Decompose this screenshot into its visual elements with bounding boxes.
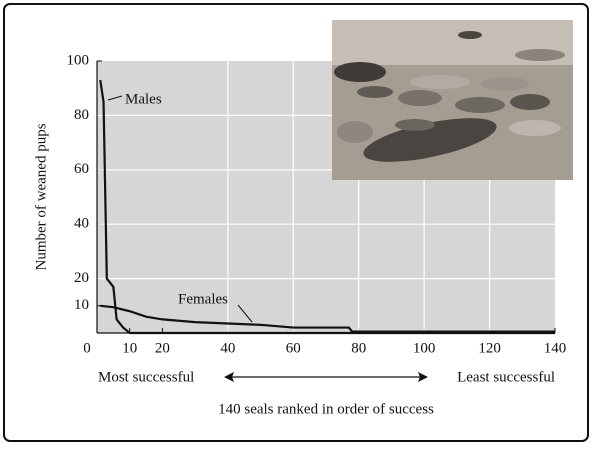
- seal: [410, 75, 470, 89]
- y-tick-label: 60: [74, 161, 89, 177]
- seal: [509, 120, 561, 136]
- figure: Number of weaned pups Most successful Le…: [0, 0, 592, 445]
- x-tick-label: 0: [83, 340, 91, 356]
- x-tick-label: 40: [220, 340, 235, 356]
- x-tick-label: 60: [286, 340, 301, 356]
- seal: [337, 121, 373, 143]
- y-tick-label: 10: [74, 297, 89, 313]
- seal: [357, 86, 393, 98]
- seal: [481, 77, 529, 91]
- seal: [398, 90, 442, 106]
- seal: [334, 62, 386, 82]
- direction-label: Least successful: [457, 369, 555, 385]
- x-tick-label: 100: [413, 340, 436, 356]
- x-tick-label: 10: [122, 340, 137, 356]
- y-tick-label: 80: [74, 107, 89, 123]
- photo: [332, 20, 573, 180]
- y-axis-label: Number of weaned pups: [33, 123, 49, 270]
- series-label: Females: [178, 291, 228, 307]
- x-tick-label: 80: [351, 340, 366, 356]
- x-axis-label: 140 seals ranked in order of success: [218, 401, 434, 417]
- y-tick-label: 40: [74, 216, 89, 232]
- y-tick-label: 20: [74, 270, 89, 286]
- x-tick-label: 120: [478, 340, 501, 356]
- series-label: Males: [125, 91, 162, 107]
- seal: [395, 119, 435, 131]
- x-tick-label: 20: [155, 340, 170, 356]
- direction-label: Most successful: [98, 369, 194, 385]
- seal: [510, 94, 550, 110]
- seal: [458, 31, 482, 39]
- x-tick-label: 140: [544, 340, 567, 356]
- y-tick-label: 100: [67, 52, 90, 68]
- seal: [515, 49, 565, 61]
- seal: [455, 97, 505, 113]
